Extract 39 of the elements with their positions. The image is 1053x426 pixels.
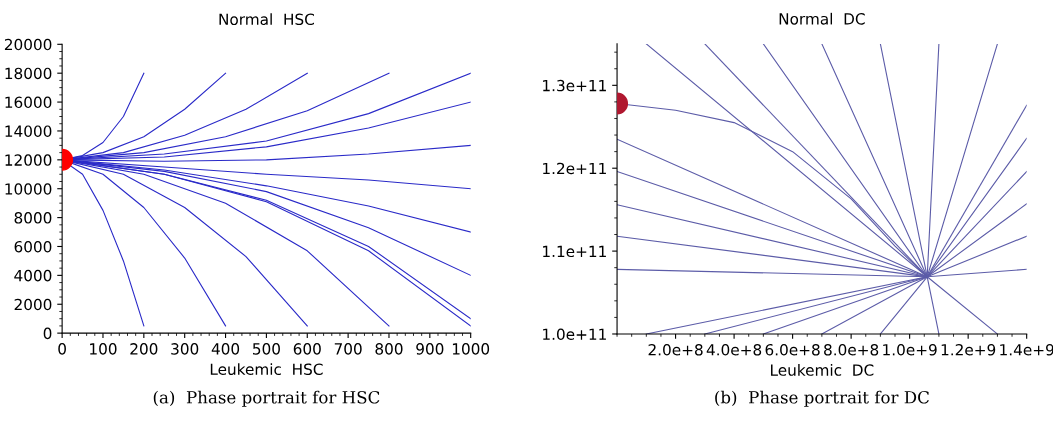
y-tick-label: 0: [43, 327, 52, 340]
x-tick-label: 600: [293, 343, 321, 355]
y-tick-label: 1.2e+11: [543, 162, 606, 175]
y-tick-label: 16000: [5, 96, 52, 109]
x-tick-label: 8.0e+8: [824, 343, 879, 356]
x-tick-label: 1.0e+9: [883, 343, 937, 356]
x-tick-label: 1.4e+9: [1000, 343, 1053, 356]
text: (b) Phase portrait for DC: [715, 390, 929, 407]
x-tick-label: 100: [90, 343, 117, 355]
y-tick-label: 18000: [5, 67, 52, 80]
x-tick-label: 500: [253, 343, 280, 355]
y-tick-label: 20000: [4, 38, 52, 51]
y-tick-label: 10000: [5, 183, 52, 195]
chart-title: Normal HSC: [219, 13, 314, 26]
chart-title: Normal DC: [779, 12, 865, 25]
x-tick-label: 4.0e+8: [706, 343, 762, 356]
x-tick-label: 200: [130, 343, 158, 355]
y-tick-label: 8000: [14, 212, 52, 224]
x-tick-label: 1.2e+9: [941, 343, 996, 356]
x-tick-label: 6.0e+8: [765, 343, 820, 356]
y-tick-label: 1.1e+11: [543, 245, 606, 258]
x-tick-label: 1000: [452, 343, 490, 355]
x-axis-title: Leukemic DC: [771, 364, 874, 376]
x-tick-label: 0: [58, 343, 66, 355]
x-axis-title: Leukemic HSC: [210, 363, 323, 376]
y-tick-label: 12000: [5, 154, 52, 166]
x-tick-label: 800: [375, 343, 403, 355]
y-tick-label: 1.0e+11: [543, 328, 606, 341]
y-tick-label: 1.3e+11: [543, 79, 606, 92]
y-tick-label: 6000: [14, 240, 52, 253]
text: (a) Phase portrait for HSC: [153, 390, 380, 407]
x-tick-label: 300: [171, 343, 199, 355]
x-tick-label: 2.0e+8: [648, 343, 703, 356]
y-tick-label: 4000: [14, 269, 52, 282]
y-tick-label: 14000: [5, 125, 52, 137]
y-tick-label: 2000: [14, 298, 52, 311]
x-tick-label: 900: [416, 343, 444, 355]
x-tick-label: 400: [211, 343, 240, 355]
x-tick-label: 700: [334, 343, 362, 355]
